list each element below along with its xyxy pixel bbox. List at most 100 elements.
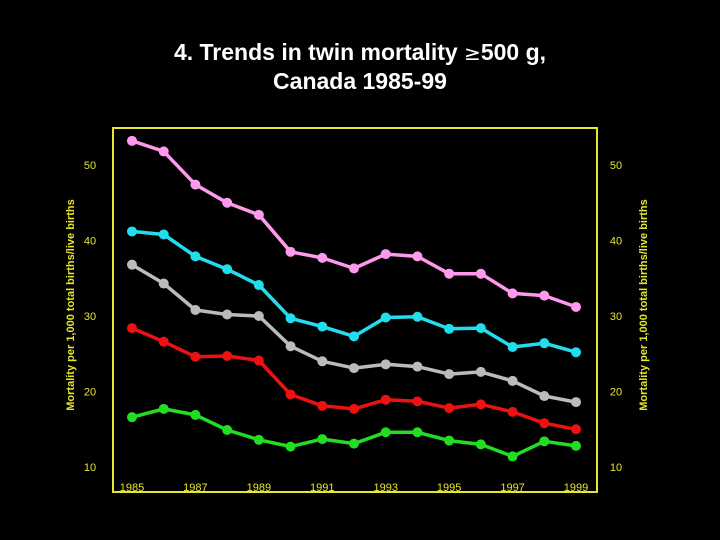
data-point <box>349 263 359 274</box>
data-point <box>539 391 550 402</box>
data-point <box>253 311 264 321</box>
data-point <box>380 312 391 323</box>
data-point <box>285 441 296 452</box>
x-tick-label: 1999 <box>564 482 588 494</box>
x-tick-label: 1997 <box>500 482 524 494</box>
chart-title: 4. Trends in twin mortality ≥500 g, Cana… <box>0 38 720 95</box>
data-point <box>475 439 486 450</box>
data-point <box>444 323 455 334</box>
y-tick-label-left: 20 <box>84 387 96 399</box>
data-point <box>380 427 391 438</box>
data-point <box>158 336 169 347</box>
data-point <box>412 311 423 322</box>
data-point <box>380 249 391 260</box>
data-point <box>539 290 550 301</box>
chart-title-line-2: Canada 1985-99 <box>273 68 447 94</box>
data-point <box>317 356 328 367</box>
data-point <box>475 399 486 410</box>
data-point <box>285 341 296 352</box>
y-axis-right: 10 20 30 40 50 <box>610 160 622 474</box>
title-suffix: 500 g, <box>480 39 547 65</box>
data-point <box>222 264 233 275</box>
data-point <box>349 363 359 374</box>
x-tick-label: 1991 <box>310 482 334 494</box>
data-point <box>380 394 391 405</box>
data-point <box>317 321 328 332</box>
data-point <box>158 229 169 240</box>
x-tick-label: 1993 <box>373 482 397 494</box>
data-point <box>349 438 359 449</box>
series-1 <box>127 135 581 312</box>
series-layer <box>127 135 581 462</box>
y-tick-label-left: 50 <box>84 160 96 172</box>
y-axis-left: 10 20 30 40 50 <box>84 160 96 474</box>
x-tick-label: 1989 <box>247 482 271 494</box>
data-point <box>571 301 581 312</box>
chart-title-line-1: 4. Trends in twin mortality ≥500 g, <box>0 38 720 67</box>
data-point <box>190 179 201 190</box>
data-point <box>475 323 486 334</box>
title-prefix: 4. Trends in twin mortality <box>173 39 465 65</box>
data-point <box>507 406 518 417</box>
y-tick-label-right: 20 <box>610 387 622 399</box>
data-point <box>190 251 201 262</box>
data-point <box>571 440 581 451</box>
y-tick-label-right: 10 <box>610 462 622 474</box>
data-point <box>539 418 550 429</box>
y-axis-label-right: Mortality per 1,000 total births/live bi… <box>638 199 650 411</box>
data-point <box>285 246 296 257</box>
data-point <box>412 396 423 407</box>
y-tick-label-left: 40 <box>84 236 96 248</box>
data-point <box>158 403 169 414</box>
data-point <box>475 268 486 279</box>
data-point <box>158 146 169 157</box>
greater-equal-symbol: ≥ <box>464 41 481 65</box>
data-point <box>253 434 264 445</box>
series-4 <box>127 323 581 435</box>
data-point <box>571 424 581 435</box>
data-point <box>507 288 518 299</box>
data-point <box>127 323 137 334</box>
x-tick-label: 1987 <box>183 482 207 494</box>
data-point <box>222 351 233 362</box>
data-point <box>571 397 581 408</box>
data-point <box>412 251 423 262</box>
data-point <box>507 375 518 386</box>
data-point <box>127 226 137 237</box>
data-point <box>158 278 169 289</box>
data-point <box>317 252 328 263</box>
data-point <box>317 400 328 411</box>
x-axis: 1985 1987 1989 1991 1993 1995 1997 1999 <box>120 482 588 494</box>
data-point <box>127 412 137 423</box>
data-point <box>190 409 201 420</box>
data-point <box>285 389 296 400</box>
data-point <box>127 259 137 270</box>
y-axis-label-left: Mortality per 1,000 total births/live bi… <box>65 199 77 411</box>
data-point <box>349 403 359 414</box>
plot-frame <box>112 127 598 493</box>
data-point <box>253 280 264 291</box>
y-tick-label-left: 10 <box>84 462 96 474</box>
data-point <box>539 338 550 349</box>
data-point <box>222 197 233 208</box>
data-point <box>412 427 423 438</box>
series-5 <box>127 403 581 462</box>
data-point <box>317 434 328 445</box>
y-tick-label-left: 30 <box>84 311 96 323</box>
data-point <box>253 355 264 366</box>
series-3 <box>127 259 581 408</box>
data-point <box>539 436 550 447</box>
data-point <box>380 359 391 370</box>
data-point <box>285 313 296 324</box>
data-point <box>127 135 137 146</box>
series-line <box>131 139 577 309</box>
y-tick-label-right: 30 <box>610 311 622 323</box>
data-point <box>507 451 518 462</box>
series-2 <box>127 226 581 358</box>
y-tick-label-right: 40 <box>610 236 622 248</box>
data-point <box>444 369 455 380</box>
data-point <box>253 209 264 220</box>
data-point <box>190 304 201 315</box>
data-point <box>349 331 359 342</box>
